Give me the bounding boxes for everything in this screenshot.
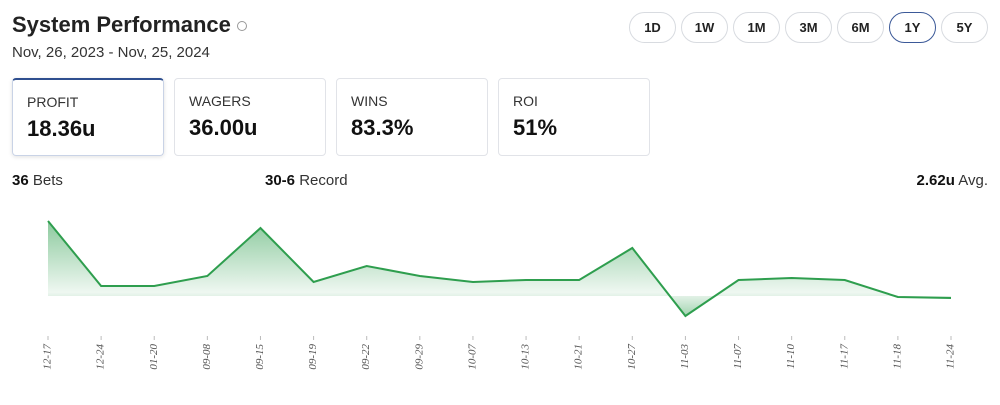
- area-fill: [48, 221, 951, 316]
- avg-value: 2.62u: [916, 172, 955, 189]
- avg-summary: 2.62u Avg.: [917, 172, 988, 189]
- card-label: WAGERS: [189, 93, 251, 109]
- x-tick-label: 01-20: [148, 344, 160, 370]
- card-value: 36.00u: [189, 115, 258, 140]
- range-tab[interactable]: 5Y: [941, 12, 988, 43]
- card-label: PROFIT: [27, 94, 79, 110]
- x-tick-label: 09-19: [307, 344, 319, 370]
- range-tab[interactable]: 1M: [733, 12, 780, 43]
- range-tab[interactable]: 1W: [681, 12, 728, 43]
- x-tick-label: 11-18: [891, 344, 903, 369]
- avg-label: Avg.: [958, 172, 988, 189]
- bets-summary: 36 Bets: [12, 172, 63, 189]
- stat-card[interactable]: PROFIT 18.36u: [12, 78, 164, 156]
- date-range: Nov, 26, 2023 - Nov, 25, 2024: [12, 44, 210, 61]
- range-tabs: 1D 1W 1M 3M 6M 1Y 5Y: [629, 12, 988, 43]
- record-label: Record: [299, 172, 348, 189]
- stat-card[interactable]: WAGERS 36.00u: [174, 78, 326, 156]
- card-value: 51%: [513, 115, 558, 140]
- x-tick-label: 11-03: [679, 344, 691, 369]
- card-value: 83.3%: [351, 115, 414, 140]
- x-tick-label: 09-08: [201, 344, 213, 370]
- x-tick-label: 11-07: [732, 344, 744, 369]
- range-tab[interactable]: 6M: [837, 12, 884, 43]
- stat-cards: PROFIT 18.36u WAGERS 36.00u WINS 83.3% ROI 51%: [12, 78, 650, 156]
- x-tick-label: 10-21: [573, 344, 585, 370]
- x-tick-label: 12-24: [95, 344, 107, 370]
- record-value: 30-6: [265, 172, 296, 189]
- x-tick-label: 10-13: [520, 344, 532, 370]
- stat-card[interactable]: ROI 51%: [498, 78, 650, 156]
- title-row: System Performance: [12, 12, 247, 38]
- range-tab[interactable]: 1D: [629, 12, 676, 43]
- range-tab[interactable]: 3M: [785, 12, 832, 43]
- x-tick-label: 11-17: [838, 344, 850, 369]
- card-label: ROI: [513, 93, 538, 109]
- line: [47, 220, 952, 318]
- x-tick-label: 11-24: [945, 344, 957, 369]
- x-tick-label: 12-17: [42, 344, 54, 370]
- title: System Performance: [12, 12, 231, 37]
- record-summary: 30-6 Record: [265, 172, 348, 189]
- x-tick-label: 11-10: [785, 344, 797, 369]
- bets-value: 36: [12, 172, 29, 189]
- x-tick-label: 09-22: [360, 344, 372, 370]
- card-label: WINS: [351, 93, 388, 109]
- x-tick-label: 10-27: [626, 344, 638, 370]
- x-tick-label: 10-07: [466, 344, 478, 370]
- x-tick-label: 09-15: [254, 344, 266, 370]
- card-value: 18.36u: [27, 116, 96, 141]
- stat-card[interactable]: WINS 83.3%: [336, 78, 488, 156]
- x-tick-label: 09-29: [413, 344, 425, 370]
- range-tab[interactable]: 1Y: [889, 12, 936, 43]
- info-icon[interactable]: [236, 21, 247, 32]
- bets-label: Bets: [32, 172, 63, 189]
